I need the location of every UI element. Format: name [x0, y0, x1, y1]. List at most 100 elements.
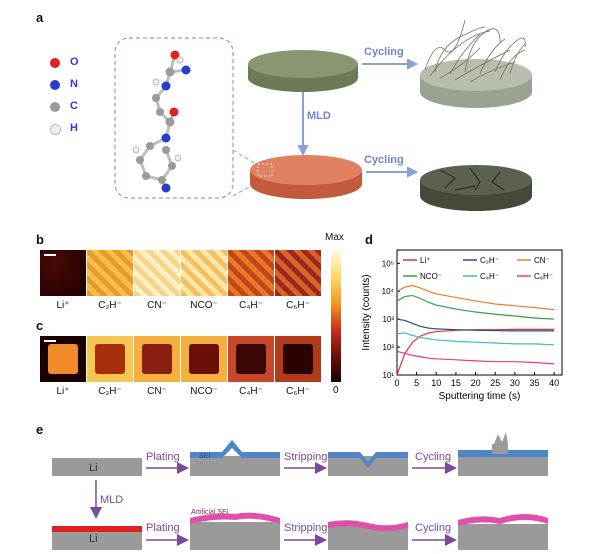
plot-frame	[396, 249, 563, 376]
stripped-artificial-sei-block	[328, 520, 408, 550]
hydrogen-atom-icon	[50, 124, 61, 135]
mld-label-e: MLD	[100, 494, 124, 506]
map-inner-region	[236, 344, 266, 374]
nitrogen-atom	[161, 133, 171, 143]
series-line	[396, 350, 555, 365]
x-tick-label: 0	[394, 378, 399, 388]
hydrogen-atom	[152, 78, 160, 86]
legend-label: CN⁻	[534, 256, 550, 265]
carbon-atom	[158, 176, 166, 184]
nitrogen-atom	[181, 65, 191, 75]
cycling-label-bottom: Cycling	[364, 154, 404, 166]
series-line	[396, 284, 555, 311]
x-tick-label: 15	[451, 378, 461, 388]
x-tick-label: 30	[510, 378, 520, 388]
y-axis-label: Intensity (counts)	[361, 274, 372, 350]
panel-label-c: c	[36, 318, 44, 333]
map-b-1	[87, 250, 133, 296]
oxygen-atom-icon	[50, 58, 60, 68]
legend-label: Li⁺	[420, 256, 430, 265]
carbon-atom	[146, 142, 154, 150]
x-tick-label: 5	[414, 378, 419, 388]
carbon-atom	[142, 172, 150, 180]
map-inner-region	[189, 344, 219, 374]
carbon-label: C	[70, 100, 78, 112]
x-tick-label: 20	[471, 378, 481, 388]
artificial-sei-label: Artificial SEI	[191, 509, 229, 516]
nitrogen-label: N	[70, 78, 78, 90]
ion-label: CN⁻	[147, 386, 167, 397]
cycling-label-top: Cycling	[364, 46, 404, 58]
stripping-label-bottom: Stripping	[284, 522, 328, 534]
series-line	[396, 294, 555, 320]
carbon-atom	[136, 156, 144, 164]
ion-label: Li⁺	[56, 386, 70, 397]
map-c-1	[87, 336, 133, 382]
map-b-3	[181, 250, 227, 296]
y-tick-label: 10²	[382, 343, 394, 352]
carbon-atom-icon	[50, 102, 60, 112]
map-inner-region	[283, 344, 313, 374]
molecule-box	[114, 37, 234, 199]
plating-label-bottom: Plating	[146, 522, 180, 534]
map-b-2	[134, 250, 180, 296]
panel-label-a: a	[36, 10, 44, 25]
mld-coated-li-disc	[250, 155, 362, 199]
scale-bar	[44, 254, 56, 256]
carbon-atom	[165, 67, 175, 77]
map-c-5	[275, 336, 321, 382]
artificial-sei-layer	[52, 526, 142, 532]
carbon-atom	[168, 162, 176, 170]
ion-label: Li⁺	[56, 300, 70, 311]
arrows	[297, 58, 419, 178]
x-tick-label: 25	[490, 378, 500, 388]
map-c-2	[134, 336, 180, 382]
colorbar-max-label: Max	[325, 232, 344, 243]
scale-bar	[44, 340, 56, 342]
y-tick-label: 10⁵	[382, 259, 394, 268]
mld-label: MLD	[307, 110, 331, 122]
li-label-top: Li	[89, 462, 98, 474]
map-b-5	[275, 250, 321, 296]
cycled-sei-block	[458, 432, 548, 476]
y-tick-label: 10¹	[382, 371, 394, 380]
map-c-3	[181, 336, 227, 382]
x-axis-label: Sputtering time (s)	[439, 391, 521, 402]
panel-a-graphic	[114, 19, 532, 211]
panel-label-e: e	[36, 422, 44, 437]
x-tick-label: 40	[549, 378, 559, 388]
ion-label: NCO⁻	[190, 300, 218, 311]
oxygen-label: O	[70, 56, 79, 68]
ion-label: C₆H⁻	[286, 300, 310, 311]
hydrogen-atom	[176, 56, 184, 64]
cycling-label-e-top: Cycling	[415, 451, 452, 463]
cycling-label-e-bottom: Cycling	[415, 522, 452, 534]
intensity-chart: 0 5 10 15 20 25 30 35 40 10¹ 10² 10³ 10⁴ 10⁵ Sputterin…	[361, 249, 563, 402]
zoom-square	[257, 163, 273, 177]
nitrogen-atom	[161, 81, 171, 91]
map-inner-region	[48, 344, 78, 374]
ion-label: C₄H⁻	[239, 300, 263, 311]
y-tick-label: 10⁴	[382, 287, 395, 296]
hydrogen-label: H	[70, 122, 78, 134]
pristine-li-disc	[248, 50, 358, 92]
ion-label: C₂H⁻	[98, 300, 122, 311]
nitrogen-atom	[161, 183, 171, 193]
carbon-atom	[156, 108, 164, 116]
plating-label-top: Plating	[146, 451, 180, 463]
x-tick-label: 10	[431, 378, 441, 388]
sei-label: SEI	[199, 453, 211, 460]
ion-label: CN⁻	[147, 300, 167, 311]
colorbar	[331, 250, 341, 382]
oxygen-atom	[170, 50, 180, 60]
map-b-4	[228, 250, 274, 296]
ion-label: NCO⁻	[190, 386, 218, 397]
cycled-coated-disc	[420, 165, 532, 211]
molecule-bonds	[138, 54, 187, 189]
zoom-line-bottom	[232, 179, 263, 197]
hydrogen-atom	[132, 146, 140, 154]
ion-label: C₄H⁻	[239, 386, 263, 397]
carbon-atom	[152, 94, 160, 102]
ion-label: C₆H⁻	[286, 386, 310, 397]
panel-label-b: b	[36, 232, 44, 247]
